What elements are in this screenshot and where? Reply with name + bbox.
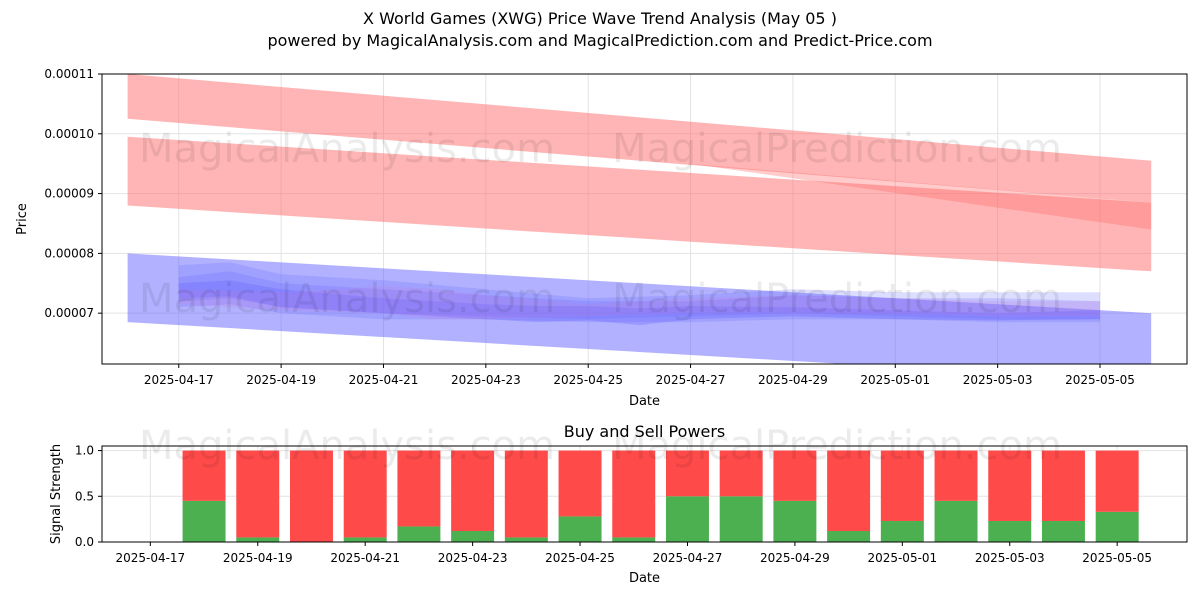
sell-power-bar bbox=[612, 450, 656, 538]
price-x-tick-label: 2025-04-25 bbox=[553, 373, 623, 387]
sell-wave-band bbox=[127, 136, 1152, 272]
buy-power-bar bbox=[182, 500, 226, 542]
sell-power-bar bbox=[827, 450, 871, 532]
price-x-tick-label: 2025-04-23 bbox=[451, 373, 521, 387]
price-x-tick-label: 2025-04-21 bbox=[349, 373, 419, 387]
price-bands bbox=[127, 74, 1152, 364]
sell-power-bar bbox=[1095, 450, 1139, 512]
buy-power-bar bbox=[827, 531, 871, 542]
buy-power-bar bbox=[1041, 520, 1085, 542]
figure-subtitle: powered by MagicalAnalysis.com and Magic… bbox=[267, 31, 933, 50]
sell-power-bar bbox=[504, 450, 548, 538]
sell-power-bar bbox=[719, 450, 763, 497]
buy-power-bar bbox=[504, 537, 548, 542]
power-x-tick-label: 2025-04-27 bbox=[653, 551, 723, 565]
sell-wave-band bbox=[690, 163, 1152, 230]
power-x-tick-label: 2025-04-17 bbox=[115, 551, 185, 565]
buy-power-bar bbox=[1095, 511, 1139, 542]
buy-power-bar bbox=[612, 537, 656, 542]
sell-power-bar bbox=[773, 450, 817, 501]
buy-power-bar bbox=[451, 531, 495, 542]
sell-power-bar bbox=[988, 450, 1032, 521]
sell-power-bar bbox=[182, 450, 226, 501]
price-y-tick-label: 0.00010 bbox=[44, 127, 94, 141]
buy-power-bar bbox=[773, 500, 817, 542]
power-y-tick-label: 0.0 bbox=[75, 535, 94, 549]
sell-power-bar bbox=[934, 450, 978, 501]
buy-power-bar bbox=[934, 500, 978, 542]
power-x-tick-label: 2025-04-25 bbox=[545, 551, 615, 565]
power-y-axis-label: Signal Strength bbox=[49, 444, 64, 544]
buy-power-bar bbox=[236, 537, 280, 542]
power-x-tick-label: 2025-05-01 bbox=[867, 551, 937, 565]
sell-power-bar bbox=[451, 450, 495, 532]
power-y-tick-label: 0.5 bbox=[75, 489, 94, 503]
price-y-tick-label: 0.00009 bbox=[44, 187, 94, 201]
buy-wave-band bbox=[178, 280, 1101, 326]
price-x-tick-label: 2025-04-27 bbox=[656, 373, 726, 387]
sell-power-bar bbox=[1041, 450, 1085, 521]
sell-power-bar bbox=[397, 450, 441, 527]
buy-wave-band bbox=[178, 262, 1101, 323]
buy-power-bar bbox=[397, 526, 441, 542]
buy-power-bar bbox=[558, 516, 602, 542]
buy-wave-band bbox=[178, 271, 1101, 320]
power-plot-frame bbox=[101, 445, 1188, 543]
price-x-tick-label: 2025-05-05 bbox=[1065, 373, 1135, 387]
power-y-tick-label: 1.0 bbox=[75, 444, 94, 458]
price-x-tick-label: 2025-04-19 bbox=[246, 373, 316, 387]
price-plot-frame bbox=[101, 73, 1188, 365]
buy-power-bar bbox=[343, 537, 387, 542]
price-x-tick-label: 2025-05-01 bbox=[860, 373, 930, 387]
price-x-tick-label: 2025-04-17 bbox=[144, 373, 214, 387]
price-y-tick-label: 0.00007 bbox=[44, 306, 94, 320]
price-x-tick-label: 2025-05-03 bbox=[963, 373, 1033, 387]
power-x-tick-label: 2025-04-29 bbox=[760, 551, 830, 565]
sell-power-bar bbox=[236, 450, 280, 538]
power-x-tick-label: 2025-05-03 bbox=[975, 551, 1045, 565]
buy-power-bar bbox=[988, 520, 1032, 542]
watermark-text: MagicalPrediction.com bbox=[612, 276, 1062, 322]
price-x-tick-label: 2025-04-29 bbox=[758, 373, 828, 387]
price-y-tick-label: 0.00008 bbox=[44, 246, 94, 260]
sell-power-bar bbox=[558, 450, 602, 517]
power-x-tick-label: 2025-05-05 bbox=[1082, 551, 1152, 565]
sell-power-bar bbox=[665, 450, 709, 497]
power-x-tick-label: 2025-04-23 bbox=[438, 551, 508, 565]
power-x-axis-label: Date bbox=[629, 571, 660, 586]
mixed-wave-band bbox=[178, 286, 1101, 320]
power-x-tick-label: 2025-04-21 bbox=[330, 551, 400, 565]
price-x-axis-label: Date bbox=[629, 394, 660, 409]
price-y-axis-label: Price bbox=[15, 203, 30, 235]
watermark-text: MagicalPrediction.com bbox=[612, 126, 1062, 172]
power-chart-title: Buy and Sell Powers bbox=[564, 422, 726, 441]
watermark-text: MagicalAnalysis.com bbox=[139, 126, 555, 172]
buy-power-bar bbox=[665, 496, 709, 542]
figure-titles: X World Games (XWG) Price Wave Trend Ana… bbox=[0, 8, 1200, 52]
watermark-text: MagicalAnalysis.com bbox=[139, 276, 555, 322]
power-x-tick-label: 2025-04-19 bbox=[223, 551, 293, 565]
buy-wave-band bbox=[127, 253, 1152, 364]
buy-power-bar bbox=[719, 496, 763, 542]
sell-power-bar bbox=[289, 450, 333, 542]
sell-power-bar bbox=[343, 450, 387, 538]
figure-title: X World Games (XWG) Price Wave Trend Ana… bbox=[363, 9, 837, 28]
buy-power-bar bbox=[880, 520, 924, 542]
price-y-tick-label: 0.00011 bbox=[44, 67, 94, 81]
sell-power-bar bbox=[880, 450, 924, 521]
sell-wave-band bbox=[127, 74, 1152, 203]
